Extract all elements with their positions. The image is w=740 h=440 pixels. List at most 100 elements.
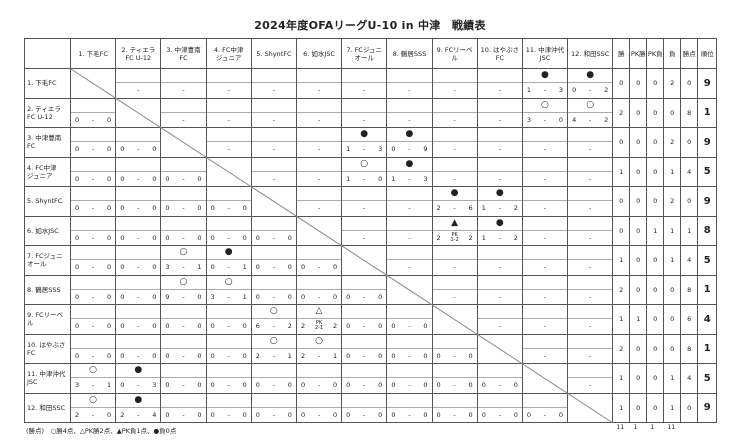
match-result: - — [522, 335, 568, 364]
score-home: 0 — [165, 233, 170, 242]
match-result: - — [522, 246, 568, 275]
match-result: ● 0 - 3 — [116, 364, 161, 393]
column-header-team: 1. 下毛FC — [69, 38, 117, 69]
score-away: 0 — [287, 233, 292, 242]
match-result: ○ 2 - 1 — [251, 335, 296, 364]
match-cell: - — [476, 274, 523, 305]
result-mark — [478, 276, 522, 289]
result-mark — [433, 69, 477, 82]
diagonal-cell — [567, 392, 614, 423]
no-match-dash: - — [408, 115, 411, 124]
no-match-dash: - — [453, 145, 456, 154]
score-home: 0 — [75, 263, 80, 272]
match-cell: ○ 3 - 0 — [521, 97, 569, 128]
match-cell: - — [431, 97, 478, 128]
match-cell: 0 - 0 — [205, 333, 252, 364]
result-mark — [71, 128, 115, 141]
points-legend: (勝点) ○勝4点、△PK勝2点、▲PK負1点、●負0点 — [26, 427, 177, 435]
match-score: - — [522, 259, 568, 275]
column-header-team: 3. 中津豊南 FC — [160, 38, 207, 69]
match-score: 3 - 1 — [206, 288, 251, 305]
score-home: 6 — [255, 322, 260, 331]
match-result: - — [477, 305, 522, 334]
score-home: 0 — [346, 292, 351, 301]
match-score: 1 - 3 — [342, 141, 387, 157]
match-score: - — [342, 229, 387, 246]
match-result: - — [296, 187, 342, 216]
match-result: - — [342, 187, 387, 216]
score-separator: - — [182, 381, 185, 390]
match-score: 0 - 0 — [251, 229, 296, 246]
table-row: 3. 中津豊南 FC 0-0 0-0- - - ● 1-3 ● 0-9- - - -0 0 0 2 0 9 — [24, 127, 718, 158]
score-away: 0 — [152, 174, 157, 183]
match-result: 0 - 0 — [161, 187, 206, 216]
score-separator: - — [91, 263, 95, 272]
match-cell: - — [476, 97, 523, 128]
match-score: 2 - 6 — [432, 200, 477, 216]
score-away: 0 — [378, 410, 383, 419]
score-separator: - — [227, 410, 230, 419]
match-cell: 0 - 0 — [386, 392, 433, 423]
score-home: 0 — [75, 145, 80, 154]
score-away: 0 — [197, 292, 202, 301]
stat-value: 1 — [663, 245, 682, 276]
match-score: - — [387, 229, 432, 246]
stat-value: 0 — [680, 392, 699, 423]
match-score: 0 - 0 — [296, 259, 342, 275]
no-match-dash: - — [227, 86, 230, 95]
match-result: - — [568, 364, 613, 393]
stat-value: 0 — [629, 186, 648, 217]
score-home: 0 — [481, 381, 486, 390]
result-mark — [478, 394, 522, 407]
table-row: 2. ティエラ FC U-12 0-0- - - - - - - - ○ 3-0 ○ 4-2 2 0 0 0 8 1 — [24, 97, 718, 128]
match-result: 0 - 0 — [71, 158, 116, 187]
result-mark — [207, 128, 251, 141]
stat-value: 0 — [646, 363, 665, 394]
match-cell: ● 0 - 9 — [386, 127, 433, 158]
match-result: ○ 3 - 1 — [71, 364, 116, 393]
table-row: 7. FCジュニ オール 0-0 0-0 ○ 3-1 ● 0-1 0-0 0-0- - - - -1 0 0 1… — [24, 245, 718, 276]
score-home: 0 — [165, 351, 170, 360]
score-home: 0 — [210, 351, 215, 360]
score-separator: - — [91, 115, 95, 124]
match-result: ● 2 - 6 — [432, 187, 477, 216]
stat-value: 0 — [629, 245, 648, 276]
result-mark — [116, 246, 160, 259]
score-home: 0 — [391, 410, 396, 419]
score-away: 1 — [332, 351, 338, 360]
result-mark — [342, 394, 386, 407]
score-home: 0 — [255, 410, 260, 419]
match-cell: - — [476, 127, 523, 158]
stat-value: 0 — [663, 97, 682, 128]
score-home: 1 — [391, 174, 396, 183]
match-cell: ● 0 - 2 — [567, 68, 614, 99]
match-result: - — [296, 128, 342, 157]
score-home: 3 — [165, 263, 170, 272]
result-mark — [478, 158, 522, 171]
no-match-dash: - — [543, 233, 547, 242]
score-home: 2 — [300, 322, 306, 331]
match-result: - — [568, 217, 613, 246]
result-mark: ● — [450, 188, 459, 198]
result-mark — [433, 158, 477, 171]
result-mark — [161, 364, 205, 377]
result-mark: ● — [224, 247, 233, 257]
stat-value: 0 — [646, 274, 665, 305]
match-cell: ▲ 2 PK 1-2 2 — [431, 215, 478, 246]
no-match-dash: - — [543, 174, 547, 183]
match-cell: - — [521, 127, 569, 158]
score-away: 0 — [197, 233, 202, 242]
results-table: 1. 下毛FC 2. ティエラ FC U-12 3. 中津豊南 FC 4. FC中津 ジュニ… — [24, 38, 718, 423]
stat-value: 0 — [680, 127, 699, 158]
match-result: 0 - 0 — [71, 99, 116, 128]
match-score: - — [206, 111, 251, 128]
match-result: 0 - 0 — [206, 394, 251, 423]
diagonal-cell — [521, 363, 569, 394]
match-score: 2 - 1 — [296, 347, 342, 364]
table-row: 1. 下毛FC - - - - - - - - - ● 1-3 ● 0-2 0 0 0 2 0 9 — [24, 68, 718, 99]
score-home: 0 — [210, 204, 215, 213]
stat-value: 0 — [612, 215, 631, 246]
no-match-dash: - — [317, 86, 321, 95]
match-score: 2 PK 2-1 2 — [296, 318, 342, 334]
match-score: 0 - 0 — [71, 259, 116, 275]
